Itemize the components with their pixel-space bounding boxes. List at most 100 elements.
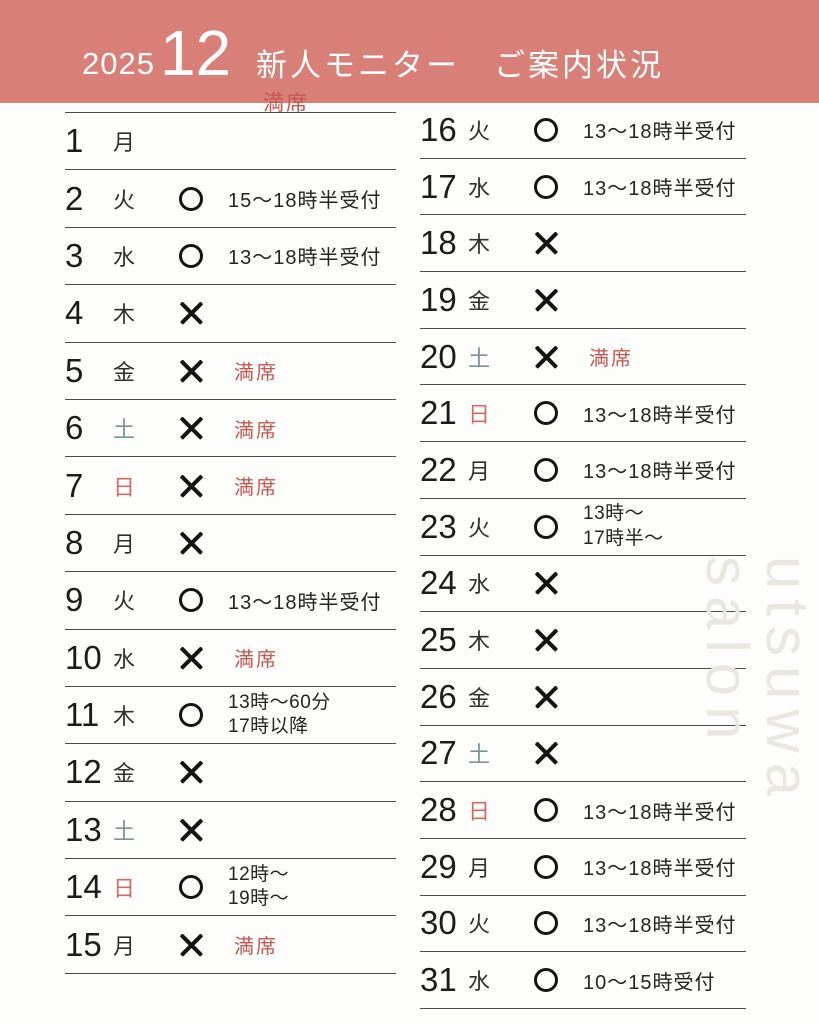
cross-glyph xyxy=(533,286,560,313)
available-circle-icon xyxy=(515,968,577,993)
circle-glyph xyxy=(534,401,558,426)
unavailable-cross-icon xyxy=(160,529,222,556)
date-number: 14 xyxy=(65,868,102,906)
note-line: 13〜18時半受付 xyxy=(583,858,737,881)
date-number: 2 xyxy=(65,179,84,217)
day-of-week-label: 土 xyxy=(113,417,136,443)
date-number: 16 xyxy=(420,110,457,148)
day-of-week-label: 水 xyxy=(468,572,491,598)
availability-note: 15〜18時半受付 xyxy=(222,184,382,213)
cross-glyph xyxy=(178,300,205,327)
day-of-week-label: 金 xyxy=(113,359,136,385)
date-number: 10 xyxy=(65,638,102,676)
day-row: 2 火 15〜18時半受付 xyxy=(65,170,396,228)
availability-note: 13〜18時半受付 xyxy=(577,455,737,484)
cross-glyph xyxy=(178,816,205,843)
note-line: 13〜18時半受付 xyxy=(228,247,382,270)
year-label: 2025 xyxy=(82,46,155,81)
date-number: 25 xyxy=(420,621,457,659)
cross-glyph xyxy=(178,644,205,671)
day-row: 26 金 xyxy=(420,669,746,726)
days-column-left: 1 月 2 火 15〜18時半受付 3 水 13〜18時半受付 4 木 5 金満席 6 土満席 7 日満席 8 月… xyxy=(65,112,396,974)
day-of-week-label: 月 xyxy=(468,458,491,484)
day-row: 19 金 xyxy=(420,272,746,329)
availability-note: 13〜18時半受付 xyxy=(577,172,737,201)
note-line: 13〜18時半受付 xyxy=(583,178,737,201)
circle-glyph xyxy=(534,854,558,879)
day-row: 25 木 xyxy=(420,612,746,669)
note-line: 満席 xyxy=(234,477,278,500)
day-of-week-label: 火 xyxy=(468,515,491,541)
header-banner: 2025 12 新人モニター ご案内状況 xyxy=(0,0,819,103)
day-row: 9 火 13〜18時半受付 xyxy=(65,572,396,630)
availability-note: 13〜18時半受付 xyxy=(577,909,737,938)
available-circle-icon xyxy=(160,703,222,728)
day-of-week-label: 火 xyxy=(113,187,136,213)
availability-note: 13〜18時半受付 xyxy=(577,399,737,428)
day-of-week-label: 日 xyxy=(468,799,491,825)
cross-glyph xyxy=(533,230,560,257)
unavailable-cross-icon xyxy=(160,759,222,786)
circle-glyph xyxy=(179,588,203,613)
note-line: 17時以降 xyxy=(228,716,309,738)
date-number: 18 xyxy=(420,224,457,262)
overflow-full-note: 満席 xyxy=(263,92,309,115)
note-line: 満席 xyxy=(234,362,278,385)
availability-note: 満席 xyxy=(577,342,633,371)
day-of-week-label: 金 xyxy=(113,761,136,787)
available-circle-icon xyxy=(515,854,577,879)
day-of-week-label: 土 xyxy=(468,345,491,371)
cross-glyph xyxy=(178,472,205,499)
note-line: 13〜18時半受付 xyxy=(583,404,737,427)
unavailable-cross-icon xyxy=(160,816,222,843)
note-line: 13〜18時半受付 xyxy=(583,121,737,144)
unavailable-cross-icon xyxy=(515,286,577,313)
date-number: 20 xyxy=(420,337,457,375)
circle-glyph xyxy=(534,798,558,823)
unavailable-cross-icon xyxy=(515,740,577,767)
day-of-week-label: 金 xyxy=(468,685,491,711)
date-number: 6 xyxy=(65,409,84,447)
note-line: 19時〜 xyxy=(228,888,290,910)
availability-note: 12時〜 19時〜 xyxy=(222,863,289,912)
day-of-week-label: 水 xyxy=(113,646,136,672)
unavailable-cross-icon xyxy=(515,627,577,654)
date-number: 22 xyxy=(420,450,457,488)
day-of-week-label: 土 xyxy=(113,818,136,844)
day-of-week-label: 木 xyxy=(113,704,136,730)
unavailable-cross-icon xyxy=(160,415,222,442)
cross-glyph xyxy=(533,740,560,767)
date-number: 23 xyxy=(420,507,457,545)
day-row: 17 水 13〜18時半受付 xyxy=(420,159,746,216)
cross-glyph xyxy=(533,343,560,370)
unavailable-cross-icon xyxy=(160,357,222,384)
cross-glyph xyxy=(178,759,205,786)
date-number: 31 xyxy=(420,961,457,999)
unavailable-cross-icon xyxy=(160,300,222,327)
day-of-week-label: 日 xyxy=(113,876,136,902)
availability-note: 13時〜60分 17時以降 xyxy=(222,691,331,740)
day-row: 23 火 13時〜 17時半〜 xyxy=(420,499,746,556)
date-number: 27 xyxy=(420,734,457,772)
day-row: 11 木 13時〜60分 17時以降 xyxy=(65,687,396,745)
cross-glyph xyxy=(533,570,560,597)
day-row: 24 水 xyxy=(420,556,746,613)
date-number: 1 xyxy=(65,122,84,160)
day-of-week-label: 月 xyxy=(113,933,136,959)
day-of-week-label: 火 xyxy=(113,589,136,615)
day-of-week-label: 月 xyxy=(113,130,136,156)
date-number: 28 xyxy=(420,791,457,829)
day-of-week-label: 月 xyxy=(468,855,491,881)
day-row: 14 日 12時〜 19時〜 xyxy=(65,859,396,917)
date-number: 7 xyxy=(65,466,84,504)
availability-note: 満席 xyxy=(222,414,278,443)
availability-note: 13〜18時半受付 xyxy=(577,852,737,881)
circle-glyph xyxy=(534,457,558,482)
available-circle-icon xyxy=(160,243,222,268)
day-of-week-label: 水 xyxy=(113,244,136,270)
cross-glyph xyxy=(533,627,560,654)
date-number: 11 xyxy=(65,696,100,734)
day-of-week-label: 木 xyxy=(113,302,136,328)
